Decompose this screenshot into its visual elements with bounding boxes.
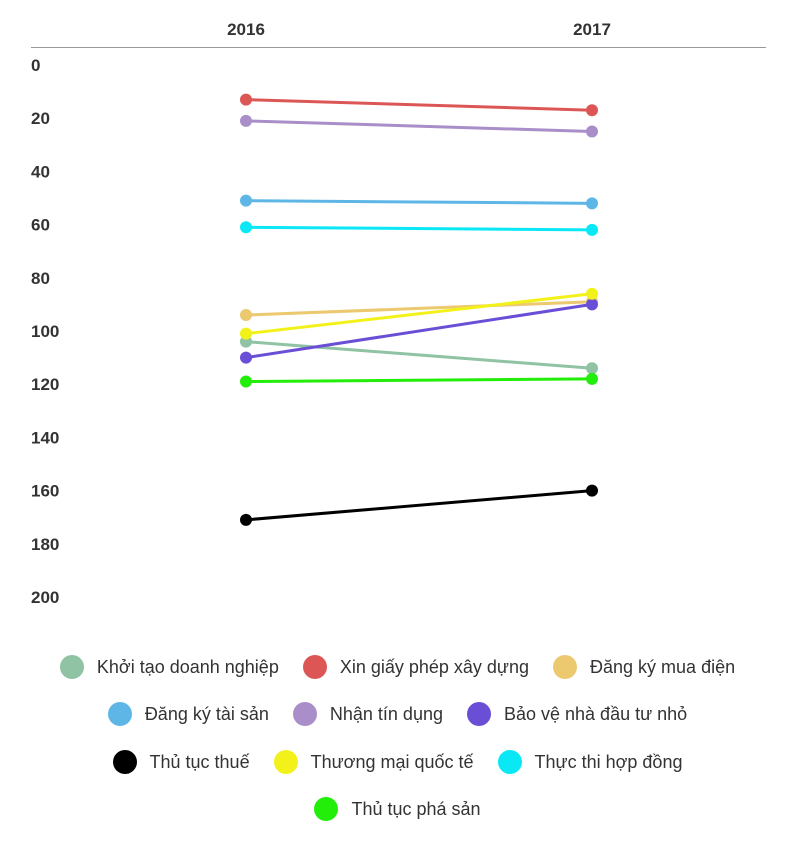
y-tick-label: 200: [31, 588, 59, 607]
series-line-0: [245, 340, 593, 370]
data-point-5-2016[interactable]: [240, 351, 252, 364]
series-line-6: [245, 489, 593, 522]
data-point-7-2017[interactable]: [586, 287, 598, 300]
y-tick-label: 100: [31, 322, 59, 341]
data-point-2-2016[interactable]: [240, 309, 252, 322]
y-tick-label: 0: [31, 56, 40, 75]
data-point-4-2016[interactable]: [240, 114, 252, 127]
x-label-2017: 2017: [573, 20, 611, 39]
y-tick-label: 140: [31, 428, 59, 447]
legend-item[interactable]: Khởi tạo doanh nghiệp: [59, 655, 279, 679]
series-line-2: [245, 300, 593, 317]
data-point-9-2017[interactable]: [586, 372, 598, 385]
data-point-8-2017[interactable]: [586, 223, 598, 236]
series-lines: [245, 98, 593, 522]
data-point-1-2017[interactable]: [586, 104, 598, 117]
data-point-1-2016[interactable]: [240, 93, 252, 106]
legend-item[interactable]: Bảo vệ nhà đầu tư nhỏ: [466, 702, 688, 726]
legend-label: Bảo vệ nhà đầu tư nhỏ: [503, 703, 688, 724]
legend-swatch-icon: [553, 655, 578, 679]
y-tick-label: 80: [31, 269, 50, 288]
data-point-6-2016[interactable]: [240, 513, 252, 526]
data-point-3-2016[interactable]: [240, 194, 252, 207]
legend-swatch-icon: [107, 702, 132, 726]
legend-swatch-icon: [302, 655, 327, 679]
legend-item[interactable]: Đăng ký mua điện: [553, 655, 735, 679]
data-point-6-2017[interactable]: [586, 484, 598, 497]
legend-swatch-icon: [466, 702, 491, 726]
series-line-8: [245, 225, 593, 232]
legend-row: Thủ tục phá sản: [0, 797, 795, 821]
legend-label: Đăng ký mua điện: [590, 656, 736, 677]
legend-item[interactable]: Thủ tục phá sản: [314, 797, 481, 821]
legend-swatch-icon: [59, 655, 84, 679]
data-point-5-2017[interactable]: [586, 298, 598, 311]
legend-item[interactable]: Đăng ký tài sản: [107, 702, 269, 726]
legend-swatch-icon: [497, 750, 522, 774]
legend-item[interactable]: Thực thi hợp đồng: [497, 750, 683, 774]
series-line-3: [245, 199, 593, 205]
series-line-1: [245, 98, 593, 112]
series-line-7: [245, 292, 593, 336]
legend-swatch-icon: [273, 750, 298, 774]
y-axis-ticks: 0 20 40 60 80 100 120 140 160 180 200: [31, 56, 59, 607]
series-points: [240, 93, 598, 526]
legend-row: Thủ tục thuế Thương mại quốc tế Thực thi h…: [0, 750, 795, 774]
y-tick-label: 180: [31, 535, 59, 554]
slope-chart: 2016 2017 0 20 40 60 80 100 120 140 160 180 200: [31, 20, 766, 607]
legend-item[interactable]: Thủ tục thuế: [112, 750, 250, 774]
data-point-3-2017[interactable]: [586, 197, 598, 210]
data-point-9-2016[interactable]: [240, 375, 252, 388]
series-line-4: [245, 119, 593, 133]
legend-item[interactable]: Thương mại quốc tế: [273, 750, 474, 774]
data-point-7-2016[interactable]: [240, 327, 252, 340]
y-tick-label: 20: [31, 109, 50, 128]
legend-swatch-icon: [112, 750, 137, 774]
y-tick-label: 40: [31, 162, 50, 181]
legend-label: Đăng ký tài sản: [144, 703, 269, 724]
y-tick-label: 60: [31, 216, 50, 235]
y-tick-label: 120: [31, 375, 59, 394]
series-line-5: [245, 302, 593, 360]
legend-label: Thực thi hợp đồng: [534, 751, 683, 772]
legend-label: Xin giấy phép xây dựng: [339, 656, 530, 677]
legend-item[interactable]: Nhận tín dụng: [292, 702, 443, 726]
legend-label: Khởi tạo doanh nghiệp: [96, 656, 279, 677]
year-labels: 2016 2017: [227, 20, 611, 39]
legend-label: Thương mại quốc tế: [310, 751, 474, 772]
legend-swatch-icon: [314, 797, 339, 821]
x-label-2016: 2016: [227, 20, 265, 39]
legend-swatch-icon: [292, 702, 317, 726]
legend-item[interactable]: Xin giấy phép xây dựng: [302, 655, 530, 679]
legend-label: Nhận tín dụng: [329, 703, 443, 724]
legend-label: Thủ tục thuế: [149, 751, 250, 772]
data-point-4-2017[interactable]: [586, 125, 598, 138]
data-point-8-2016[interactable]: [240, 221, 252, 234]
data-point-0-2017[interactable]: [586, 362, 598, 375]
y-tick-label: 160: [31, 482, 59, 501]
legend-row: Khởi tạo doanh nghiệp Xin giấy phép xây d…: [0, 655, 795, 679]
series-line-9: [245, 377, 593, 384]
legend-label: Thủ tục phá sản: [351, 798, 481, 819]
legend-row: Đăng ký tài sản Nhận tín dụng Bảo vệ nhà đ…: [0, 702, 795, 726]
